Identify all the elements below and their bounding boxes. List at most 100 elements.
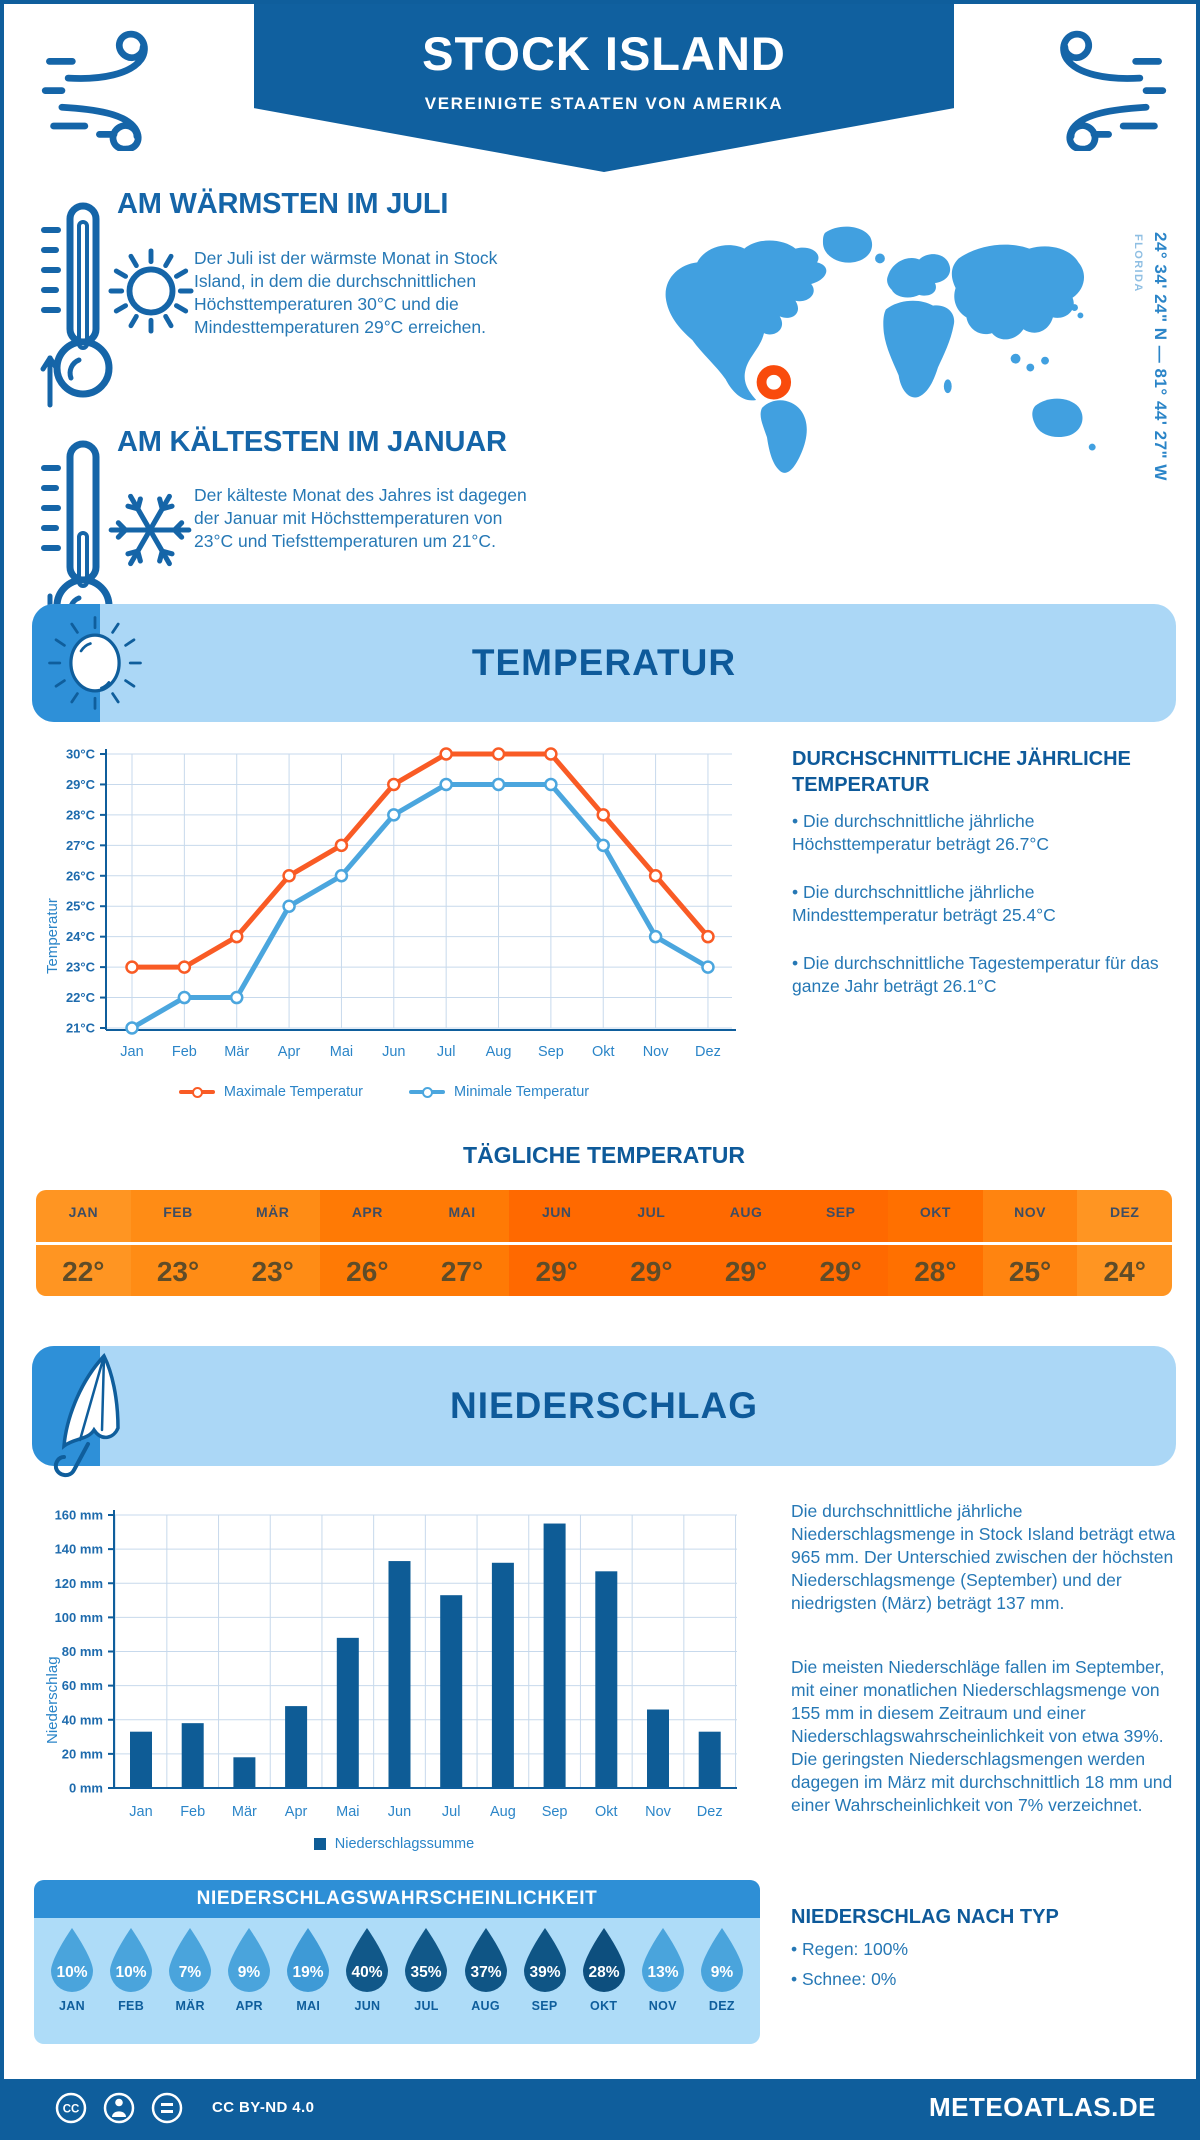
- x-tick-label: Dez: [697, 1804, 723, 1820]
- bar-Jun: [388, 1561, 411, 1788]
- x-tick-label: Okt: [595, 1804, 618, 1820]
- probability-value: 19%: [293, 1964, 324, 1981]
- daily-table-title: TÄGLICHE TEMPERATUR: [463, 1142, 745, 1168]
- drop-shape: [169, 1928, 212, 1992]
- drop-shape: [464, 1928, 507, 1992]
- daily-cell-MÄR: MÄR 23°: [225, 1190, 321, 1296]
- probability-value: 28%: [588, 1964, 619, 1981]
- probability-NOV: 13% NOV: [635, 1926, 691, 2013]
- x-tick-label: Aug: [486, 1044, 512, 1060]
- data-point: [596, 808, 610, 822]
- data-point: [177, 990, 192, 1005]
- data-point: [125, 960, 139, 974]
- x-tick-label: Mai: [336, 1804, 359, 1820]
- data-point: [282, 899, 296, 913]
- data-point: [387, 808, 401, 822]
- probability-JUN: 40% JUN: [339, 1926, 395, 2013]
- daily-cell-FEB: FEB 23°: [130, 1190, 226, 1296]
- month-label: APR: [235, 1999, 263, 2013]
- month-label: MAI: [414, 1190, 510, 1245]
- water-drop-icon: 28%: [582, 1928, 625, 1992]
- site-link[interactable]: METEOATLAS.DE: [928, 2092, 1156, 2122]
- daily-temp-value: 29°: [724, 1256, 768, 1287]
- snowflake-icon: [108, 493, 192, 567]
- africa: [883, 300, 955, 398]
- daily-temp-value: 26°: [346, 1256, 389, 1287]
- europe: [887, 254, 951, 298]
- precip-paragraph-1: Die durchschnittliche jährliche Niedersc…: [791, 1501, 1176, 1613]
- warm-title: AM WÄRMSTEN IM JULI: [117, 188, 449, 220]
- probability-AUG: 37% AUG: [458, 1926, 514, 2013]
- y-tick-label: 140 mm: [55, 1542, 103, 1557]
- x-tick-label: Apr: [278, 1044, 301, 1060]
- y-tick-label: 80 mm: [62, 1644, 103, 1659]
- y-tick-label: 24°C: [66, 929, 96, 944]
- y-tick-label: 29°C: [66, 777, 96, 792]
- probability-droplets: 10% JAN 10% FEB 7% MÄR 9% APR 19% MAI 40% JUN 35% JUL…: [34, 1918, 760, 2013]
- daily-cell-APR: APR 26°: [320, 1190, 415, 1296]
- daily-cell-MAI: MAI 27°: [414, 1190, 510, 1296]
- svg-text:CC: CC: [63, 2103, 80, 2115]
- y-tick-label: 23°C: [66, 960, 96, 975]
- water-drop-icon: 19%: [287, 1928, 330, 1992]
- x-tick-label: Feb: [172, 1044, 197, 1060]
- data-point: [701, 929, 715, 944]
- series-line: [129, 781, 711, 1031]
- month-label: MÄR: [175, 1999, 205, 2013]
- month-label: AUG: [698, 1190, 794, 1245]
- month-label: MÄR: [225, 1190, 321, 1245]
- japan-south: [1077, 312, 1084, 319]
- bar-Mär: [233, 1757, 256, 1788]
- north-america: [665, 240, 827, 401]
- water-drop-icon: 13%: [641, 1928, 684, 1992]
- month-label: DEZ: [1077, 1190, 1172, 1245]
- island: [1041, 356, 1049, 365]
- water-drop-icon: 39%: [523, 1928, 566, 1992]
- bar-Mai: [336, 1637, 359, 1788]
- legend-min-temp: Minimale Temperatur: [409, 1084, 589, 1100]
- new-zealand: [1088, 443, 1096, 451]
- month-label: MAI: [296, 1999, 321, 2013]
- drop-shape: [582, 1928, 625, 1992]
- x-tick-label: Nov: [643, 1044, 670, 1060]
- bar-Nov: [647, 1709, 669, 1788]
- data-point: [648, 869, 663, 883]
- y-tick-label: 27°C: [66, 838, 96, 853]
- x-tick-label: Jul: [437, 1044, 456, 1060]
- drop-shape: [287, 1928, 330, 1992]
- x-tick-label: Aug: [490, 1804, 516, 1820]
- y-tick-label: 26°C: [66, 868, 96, 883]
- month-label: JUN: [354, 1999, 381, 2013]
- daily-temp-value: 27°: [440, 1256, 484, 1287]
- month-label: NOV: [648, 1999, 677, 2013]
- y-tick-label: 0 mm: [69, 1781, 103, 1796]
- temperature-section-header: TEMPERATUR: [32, 604, 1176, 722]
- drop-shape: [51, 1928, 93, 1992]
- x-tick-label: Jan: [120, 1044, 143, 1060]
- region-label: FLORIDA: [1132, 234, 1144, 293]
- month-label: JAN: [36, 1190, 131, 1245]
- probability-value: 9%: [238, 1964, 261, 1981]
- y-tick-label: 100 mm: [55, 1610, 103, 1625]
- cc-icon: CC: [55, 2092, 87, 2123]
- x-tick-label: Jun: [382, 1044, 405, 1060]
- data-point: [491, 777, 506, 792]
- probability-title: NIEDERSCHLAGSWAHRSCHEINLICHKEIT: [34, 1880, 760, 1918]
- y-tick-label: 21°C: [66, 1021, 96, 1036]
- no-derivatives-icon: [151, 2092, 183, 2123]
- drop-shape: [228, 1928, 271, 1992]
- bar-Feb: [181, 1723, 204, 1788]
- precip-type-snow: • Schnee: 0%: [791, 1969, 897, 1989]
- month-label: JAN: [59, 1999, 85, 2013]
- month-label: JUL: [604, 1190, 699, 1245]
- water-drop-icon: 9%: [700, 1928, 743, 1992]
- license-block[interactable]: CC CC BY-ND 4.0: [54, 2091, 314, 2125]
- avg-temp-bullet-3: • Die durchschnittliche Tagestemperatur …: [792, 953, 1159, 996]
- precip-y-axis-label: Niederschlag: [44, 1656, 61, 1744]
- legend-precip-sum: Niederschlagssumme: [313, 1836, 474, 1852]
- precip-chart-legend: Niederschlagssumme: [4, 1836, 784, 1852]
- data-point: [544, 777, 558, 792]
- x-tick-label: Jul: [442, 1804, 461, 1820]
- x-tick-label: Nov: [645, 1804, 672, 1820]
